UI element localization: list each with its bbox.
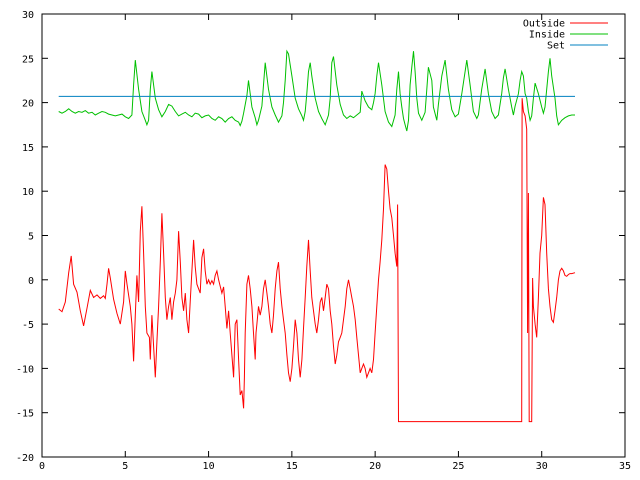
- y-tick-label: -20: [16, 453, 34, 464]
- y-tick-label: 5: [28, 232, 34, 243]
- y-tick-label: 15: [22, 143, 34, 154]
- plot-frame: [41, 13, 626, 458]
- x-tick-label: 20: [369, 461, 381, 472]
- y-tick-label: 25: [22, 54, 34, 65]
- series-line-outside: [58, 98, 576, 423]
- axis-ticks: 0 5 10 15 20 25 30 35 -20 -15 -10 -5 0 5 10 15 20 25 30: [16, 10, 631, 472]
- x-tick-label: 30: [536, 461, 548, 472]
- y-tick-label: -15: [16, 409, 34, 420]
- y-tick-label: -5: [22, 320, 34, 331]
- series-line-inside: [58, 49, 575, 132]
- legend-label-outside: Outside: [523, 19, 565, 30]
- x-tick-label: 0: [39, 461, 45, 472]
- series-layer: [58, 49, 576, 423]
- y-tick-label: 30: [22, 10, 34, 21]
- y-tick-label: 0: [28, 276, 34, 287]
- x-tick-label: 5: [122, 461, 128, 472]
- legend-label-inside: Inside: [529, 30, 565, 41]
- x-tick-label: 15: [286, 461, 298, 472]
- x-tick-label: 10: [203, 461, 215, 472]
- y-tick-label: -10: [16, 364, 34, 375]
- y-tick-label: 20: [22, 99, 34, 110]
- legend-label-set: Set: [547, 41, 565, 52]
- x-tick-label: 25: [452, 461, 464, 472]
- y-tick-label: 10: [22, 187, 34, 198]
- x-tick-label: 35: [619, 461, 631, 472]
